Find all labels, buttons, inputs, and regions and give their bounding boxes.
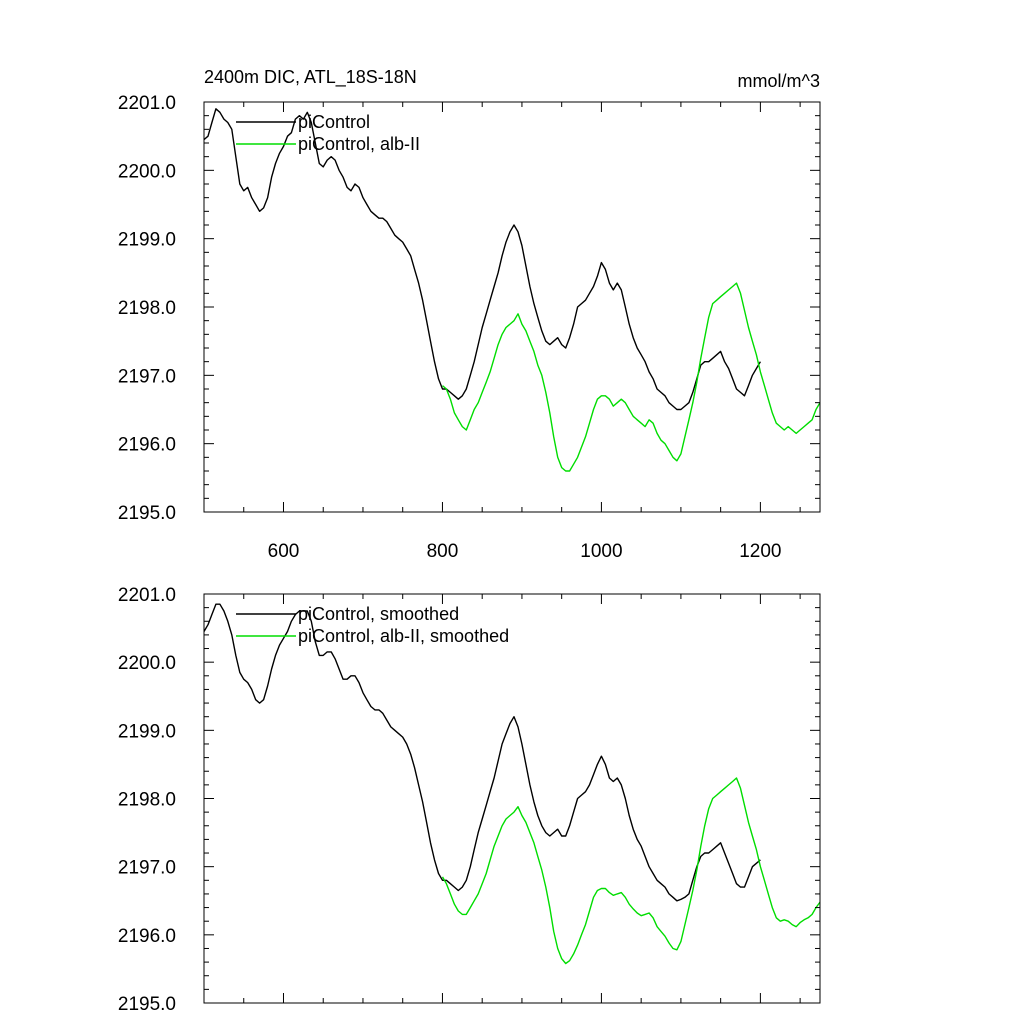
x-tick-label: 1200: [739, 541, 781, 562]
y-tick-label: 2198.0: [118, 790, 176, 811]
y-tick-label: 2198.0: [118, 298, 176, 319]
y-tick-label: 2197.0: [118, 858, 176, 879]
x-tick-label: 1000: [580, 541, 622, 562]
legend-label: piControl, alb-II, smoothed: [298, 626, 509, 646]
legend-label: piControl, alb-II: [298, 134, 420, 154]
plot-frame: [203, 593, 821, 1004]
y-tick-label: 2195.0: [118, 994, 176, 1015]
legend-label: piControl: [298, 112, 370, 132]
y-tick-label: 2197.0: [118, 366, 176, 387]
series-line-alb-ii: [441, 777, 821, 965]
bottom-panel: 2195.0 2196.0 2197.0 2198.0 2199.0 2200.0 2201…: [118, 585, 821, 1015]
units-label: mmol/m^3: [738, 71, 820, 91]
x-tick-label: 800: [427, 541, 459, 562]
y-tick-label: 2196.0: [118, 926, 176, 947]
y-tick-label: 2196.0: [118, 435, 176, 456]
y-tick-label: 2199.0: [118, 721, 176, 742]
chart-title: 2400m DIC, ATL_18S-18N: [204, 67, 417, 88]
top-panel: 2400m DIC, ATL_18S-18N mmol/m^3 2195.0 21…: [118, 67, 821, 562]
y-tick-label: 2201.0: [118, 93, 176, 114]
series-line-picontrol: [203, 108, 762, 411]
y-tick-label: 2200.0: [118, 653, 176, 674]
y-tick-label: 2201.0: [118, 585, 176, 606]
y-tick-label: 2199.0: [118, 230, 176, 251]
plot-frame: [203, 101, 821, 513]
legend-label: piControl, smoothed: [298, 604, 459, 624]
y-tick-label: 2200.0: [118, 161, 176, 182]
x-tick-label: 600: [268, 541, 300, 562]
series-line-picontrol: [203, 603, 761, 902]
series-line-alb-ii: [442, 282, 821, 472]
y-tick-label: 2195.0: [118, 503, 176, 524]
